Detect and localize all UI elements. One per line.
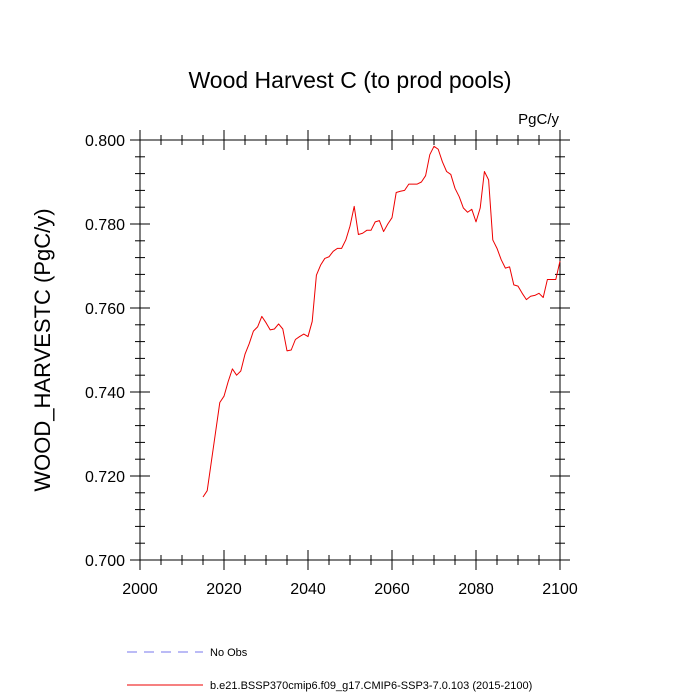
chart-title: Wood Harvest C (to prod pools) bbox=[189, 67, 512, 93]
series-line-0 bbox=[202, 145, 561, 498]
y-tick-labels: 0.700 0.720 0.740 0.760 0.780 0.800 bbox=[85, 133, 125, 570]
x-tick-label: 2000 bbox=[122, 581, 158, 598]
y-tick-label: 0.760 bbox=[85, 301, 125, 318]
units-label: PgC/y bbox=[518, 111, 559, 128]
y-axis-label: WOOD_HARVESTC (PgC/y) bbox=[30, 208, 55, 491]
x-tick-label: 2040 bbox=[290, 581, 326, 598]
x-tick-label: 2100 bbox=[542, 581, 578, 598]
plot-area bbox=[202, 145, 561, 498]
x-tick-labels: 2000 2020 2040 2060 2080 2100 bbox=[122, 581, 578, 598]
y-tick-label: 0.720 bbox=[85, 469, 125, 486]
legend: No Obs b.e21.BSSP370cmip6.f09_g17.CMIP6-… bbox=[127, 647, 532, 692]
y-tick-label: 0.700 bbox=[85, 553, 125, 570]
y-tick-label: 0.780 bbox=[85, 217, 125, 234]
y-tick-label: 0.740 bbox=[85, 385, 125, 402]
legend-label-model: b.e21.BSSP370cmip6.f09_g17.CMIP6-SSP3-7.… bbox=[210, 680, 532, 692]
axis-ticks bbox=[130, 130, 570, 570]
x-tick-label: 2060 bbox=[374, 581, 410, 598]
legend-label-no-obs: No Obs bbox=[210, 647, 248, 659]
x-tick-label: 2080 bbox=[458, 581, 494, 598]
x-tick-label: 2020 bbox=[206, 581, 242, 598]
y-tick-label: 0.800 bbox=[85, 133, 125, 150]
